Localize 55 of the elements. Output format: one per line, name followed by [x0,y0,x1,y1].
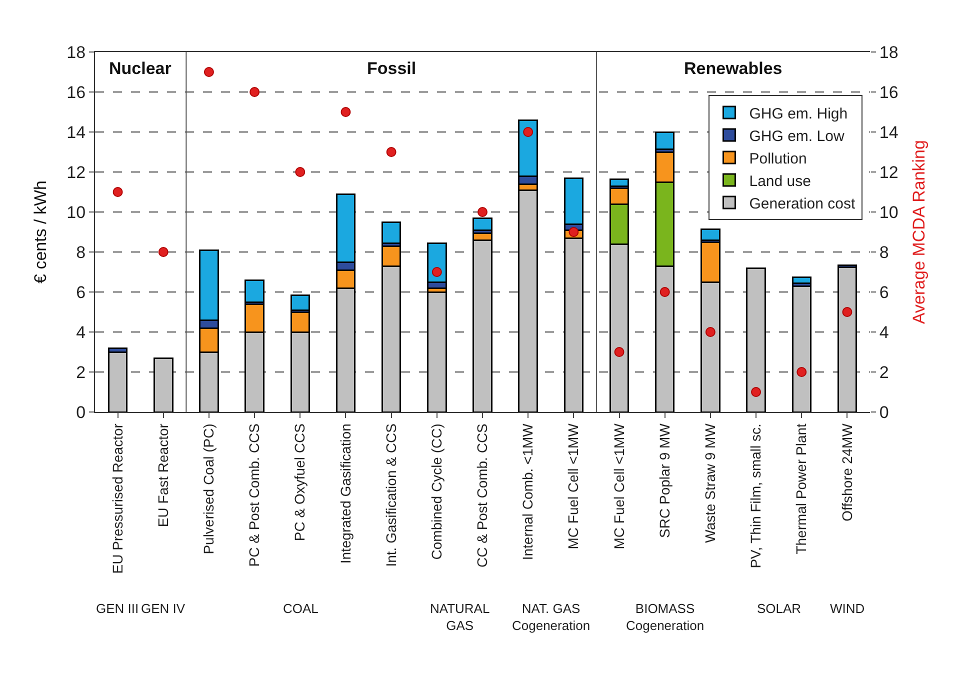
x-tick-label: SRC Poplar 9 MW [656,422,672,538]
x-tick-label: Thermal Power Plant [793,423,810,554]
annotation: Renewables [684,59,782,78]
y-tick-label: 14 [66,122,86,142]
legend-label: GHG em. Low [749,128,844,145]
y-tick-label: 2 [76,362,86,382]
y2-tick-label: 10 [879,202,898,222]
x-tick-label: EU Fast Reactor [154,423,171,528]
y-tick-label: 12 [66,162,86,182]
text: WIND [830,601,865,616]
x-tick-label: Int. Gasification & CCS [382,424,399,567]
y-tick-label: 16 [66,82,86,102]
text: SOLAR [757,601,802,616]
y2-tick-label: 12 [879,162,898,182]
y-tick-label: 0 [76,402,86,422]
x-tick-label: PC & Post Comb. CCS [246,424,262,567]
y-tick-label: 6 [76,282,86,302]
y-axis-title: € cents / kWh [31,180,50,284]
x-tick-label: EU Pressurised Reactor [109,423,126,574]
y2-tick-label: 4 [879,322,889,342]
y2-axis-title: Average MCDA Ranking [910,140,929,324]
text: BIOMASS Cogeneration [626,601,704,633]
text: GEN IV [141,601,186,616]
x-tick-label: MC Fuel Cell <1MW [610,422,627,550]
y2-tick-label: 16 [879,82,898,102]
y2-tick-label: 2 [879,362,889,382]
y2-tick-label: 14 [879,122,898,142]
annotation: Nuclear [109,59,172,78]
y-tick-label: 18 [66,42,86,62]
text: NAT. GAS Cogeneration [512,601,590,633]
x-tick-label: Internal Comb. <1MW [520,422,536,560]
y2-tick-label: 0 [879,402,889,422]
x-tick-label: Pulverised Coal (PC) [200,424,217,554]
x-tick-label: Offshore 24MW [838,422,855,522]
y-tick-label: 10 [66,202,86,222]
x-tick-label: MC Fuel Cell <1MW [565,422,582,550]
x-tick-label: PV, Thin Film, small sc. [748,424,764,568]
y2-tick-label: 6 [879,282,889,302]
y2-tick-label: 8 [879,242,889,262]
text: COAL [283,601,318,616]
x-tick-label: CC & Post Comb. CCS [474,424,490,568]
x-tick-label: Combined Cycle (CC) [428,424,444,560]
x-tick-label: PC & Oxyfuel CCS [292,424,308,542]
y-tick-label: 4 [76,322,86,342]
legend-label: Generation cost [749,195,856,212]
y-tick-label: 8 [76,242,86,262]
text: GEN III [96,601,139,616]
x-tick-label: Integrated Gasification [337,424,354,564]
legend-label: Pollution [749,150,807,168]
x-tick-label: Waste Straw 9 MW [702,422,718,543]
y2-tick-label: 18 [879,42,898,62]
annotation: Fossil [367,59,416,78]
legend-label: Land use [749,172,811,190]
legend-label: GHG em. High [749,105,848,122]
text: NATURAL GAS [430,601,490,633]
